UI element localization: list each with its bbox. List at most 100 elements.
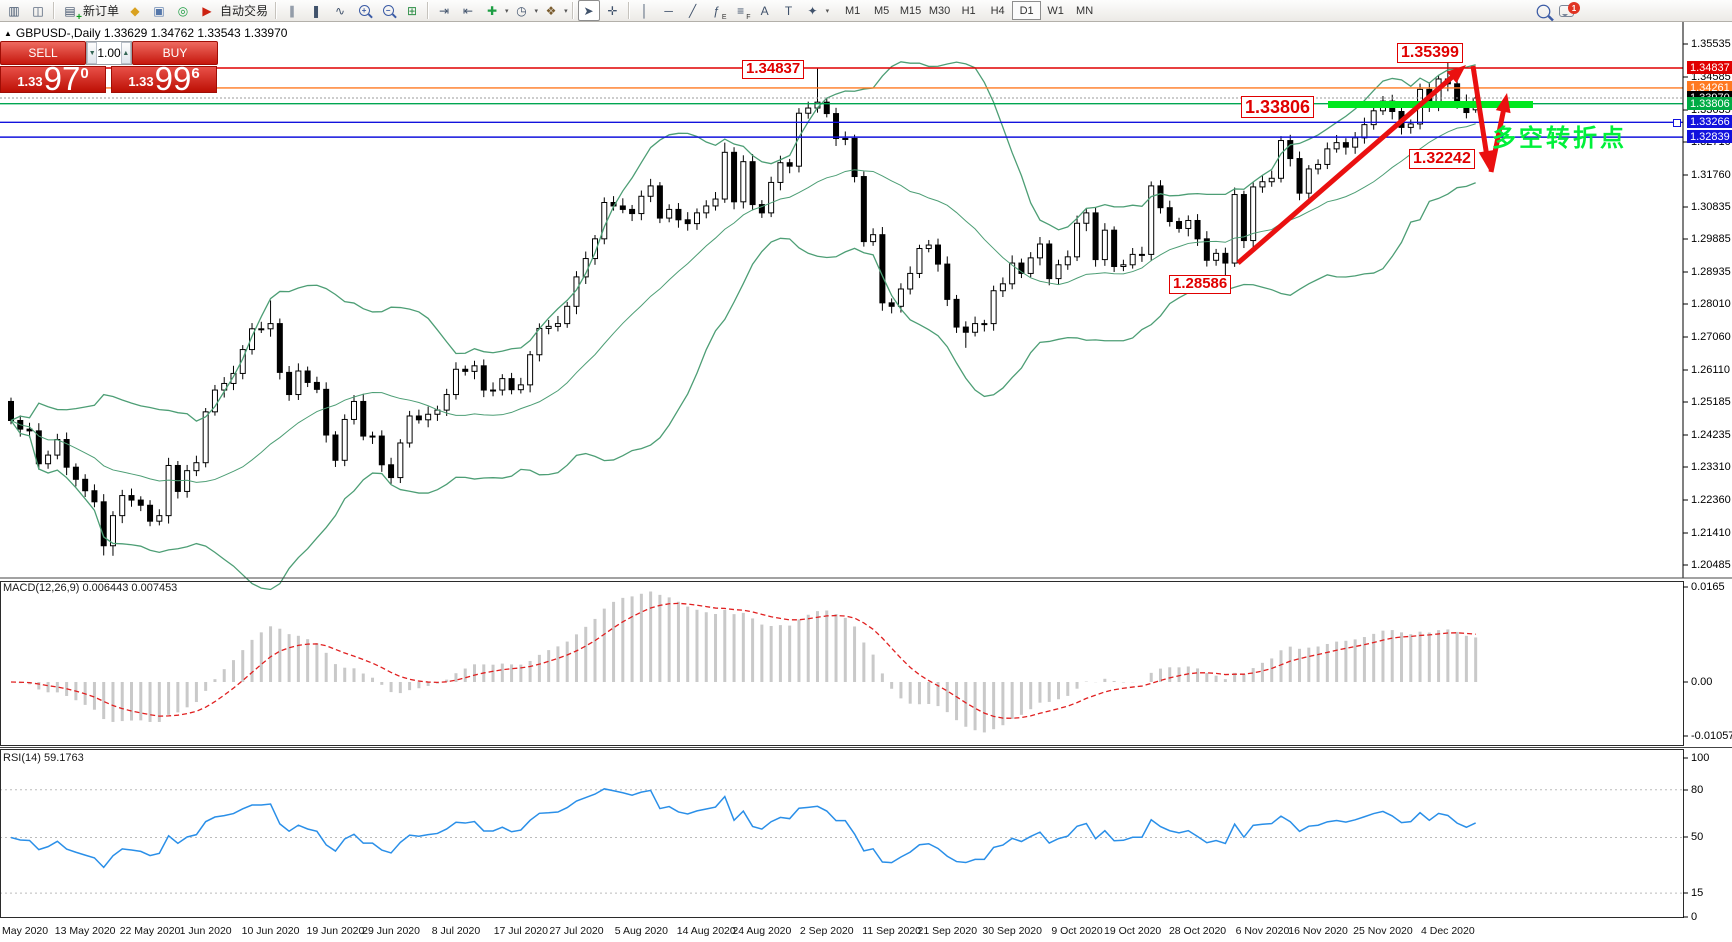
macd-axis-tick: 0.0165 [1691,581,1725,593]
macd-axis-tick: 0.00 [1691,676,1713,688]
volume-decrease-icon[interactable]: ▼ [87,42,98,64]
timeframe-m1[interactable]: M1 [844,4,861,17]
date-axis-label: 10 Jun 2020 [241,925,300,937]
buy-price-small: 1.33 [128,74,154,89]
rsi-axis-tick: 100 [1691,752,1710,764]
candlestick-type-icon[interactable]: ❚ [311,3,322,18]
price-annotation-label[interactable]: 1.35399 [1397,43,1463,63]
timeframe-h1[interactable]: H1 [961,4,976,17]
notifications-icon[interactable]: 1 [1559,2,1580,17]
price-axis-tick: 1.24235 [1691,429,1731,441]
date-axis-label: 2 Sep 2020 [799,925,854,937]
periods-icon[interactable]: ◷ [516,3,527,18]
price-axis-tick: 1.35535 [1691,38,1731,50]
timeframe-m30[interactable]: M30 [928,4,951,17]
bar-chart-type-icon[interactable]: ∥ [289,3,296,18]
date-axis-label: 30 Sep 2020 [982,925,1042,937]
date-axis-label: 4 Dec 2020 [1420,925,1475,937]
price-annotation-label[interactable]: 1.32242 [1409,149,1475,169]
new-order-button[interactable]: ▤ + [64,3,82,24]
date-axis-label: 6 Nov 2020 [1235,925,1290,937]
date-axis-label: 14 Aug 2020 [676,925,736,937]
autotrading-button[interactable]: ▶ [202,3,212,18]
text-label-icon[interactable]: T [784,3,793,18]
panel-collapse-icon[interactable]: ▲ [4,28,12,38]
sell-button[interactable]: SELL [0,41,86,65]
date-axis-label: 19 Oct 2020 [1104,925,1162,937]
volume-value[interactable]: 1.00 [97,46,121,60]
line-chart-type-icon[interactable]: ∿ [335,3,346,18]
price-annotation-label[interactable]: 1.28586 [1169,275,1232,294]
crosshair-icon[interactable]: ✛ [607,3,618,18]
date-axis-label: 19 Jun 2020 [306,925,365,937]
price-axis-badge: 1.33266 [1687,115,1732,128]
volume-stepper[interactable]: ▼ 1.00 ▲ [86,41,132,65]
horizontal-line-icon[interactable]: ─ [664,3,673,18]
date-axis-label: 8 Jul 2020 [431,925,481,937]
periods-icon-dropdown[interactable]: ▾ [534,7,539,15]
timeframe-d1[interactable]: D1 [1012,1,1042,21]
search-icon[interactable] [1536,4,1551,18]
templates-icon-dropdown[interactable]: ▾ [564,7,568,15]
price-annotation-label[interactable]: 1.34837 [742,60,805,79]
chart-shift-icon[interactable]: ⇤ [463,3,474,18]
macd-label: MACD(12,26,9) 0.006443 0.007453 [3,582,178,594]
auto-scroll-icon[interactable]: ⇥ [439,3,450,18]
timeframe-m5[interactable]: M5 [873,4,890,17]
buy-button[interactable]: BUY [132,41,218,65]
timeframe-mn[interactable]: MN [1076,4,1094,17]
price-axis-tick: 1.21410 [1691,527,1731,539]
date-axis-label: 13 May 2020 [54,925,116,937]
hline-handle[interactable] [1673,119,1681,127]
vertical-line-icon[interactable]: │ [640,3,649,18]
timeframe-h4[interactable]: H4 [990,4,1005,17]
price-axis-tick: 1.22360 [1691,494,1731,506]
notification-badge: 1 [1568,2,1580,14]
timeframe-m15[interactable]: M15 [899,4,922,17]
price-axis-badge: 1.32839 [1687,130,1732,143]
date-axis-label: 17 Jul 2020 [493,925,548,937]
price-annotation-label[interactable]: 1.33806 [1241,96,1315,119]
toolbar-separator [571,2,574,19]
sell-price[interactable]: 1.33 97 0 [0,62,106,95]
cursor-icon[interactable]: ➤ [577,0,600,21]
metaeditor-icon[interactable]: ◆ [130,3,140,18]
date-axis-label: 25 Nov 2020 [1353,925,1413,937]
price-axis-badge: 1.33806 [1687,97,1732,110]
chart-profile-icon[interactable]: ◫ [32,3,44,18]
toolbar-separator [627,2,630,19]
one-click-trade-panel: SELL ▼ 1.00 ▲ BUY 1.33 97 0 1.33 99 6 [0,41,218,95]
shapes-icon-dropdown[interactable]: ▾ [825,7,830,15]
templates-icon[interactable]: ❖ [545,3,557,18]
date-axis-label: 9 Oct 2020 [1051,925,1103,937]
shapes-icon[interactable]: ✦ [807,3,818,18]
date-axis-label: 5 Aug 2020 [614,925,668,937]
price-axis-tick: 1.31760 [1691,169,1731,181]
price-axis-badge: 1.34837 [1687,61,1732,74]
indicators-add-icon[interactable]: ✚ [487,3,498,18]
terminal-icon[interactable]: ▣ [153,3,165,18]
tile-windows-icon[interactable]: ⊞ [407,3,418,18]
buy-price[interactable]: 1.33 99 6 [111,62,217,95]
rsi-axis-tick: 0 [1691,911,1698,923]
date-axis-label: 16 Nov 2020 [1288,925,1348,937]
price-axis-tick: 1.27060 [1691,331,1731,343]
indicators-add-icon-dropdown[interactable]: ▾ [505,7,509,15]
text-icon[interactable]: A [760,3,769,18]
volume-increase-icon[interactable]: ▲ [120,42,131,64]
price-axis-tick: 1.34585 [1691,71,1731,83]
signals-icon[interactable]: ◎ [177,3,189,18]
timeframe-w1[interactable]: W1 [1047,4,1064,17]
fibo-channel-icon[interactable]: ≡ F [737,3,751,22]
date-axis-label: 28 Oct 2020 [1168,925,1227,937]
chart-window-icon[interactable]: ▥ [8,3,20,18]
date-axis-label: 29 Jun 2020 [362,925,420,937]
symbol-title-bar: ▲ GBPUSD-,Daily 1.33629 1.34762 1.33543 … [4,26,287,40]
rsi-axis-tick: 50 [1691,831,1704,843]
zoom-in-icon[interactable] [353,0,375,21]
trendline-icon[interactable]: ╱ [688,3,697,18]
zoom-out-icon[interactable] [377,0,399,21]
